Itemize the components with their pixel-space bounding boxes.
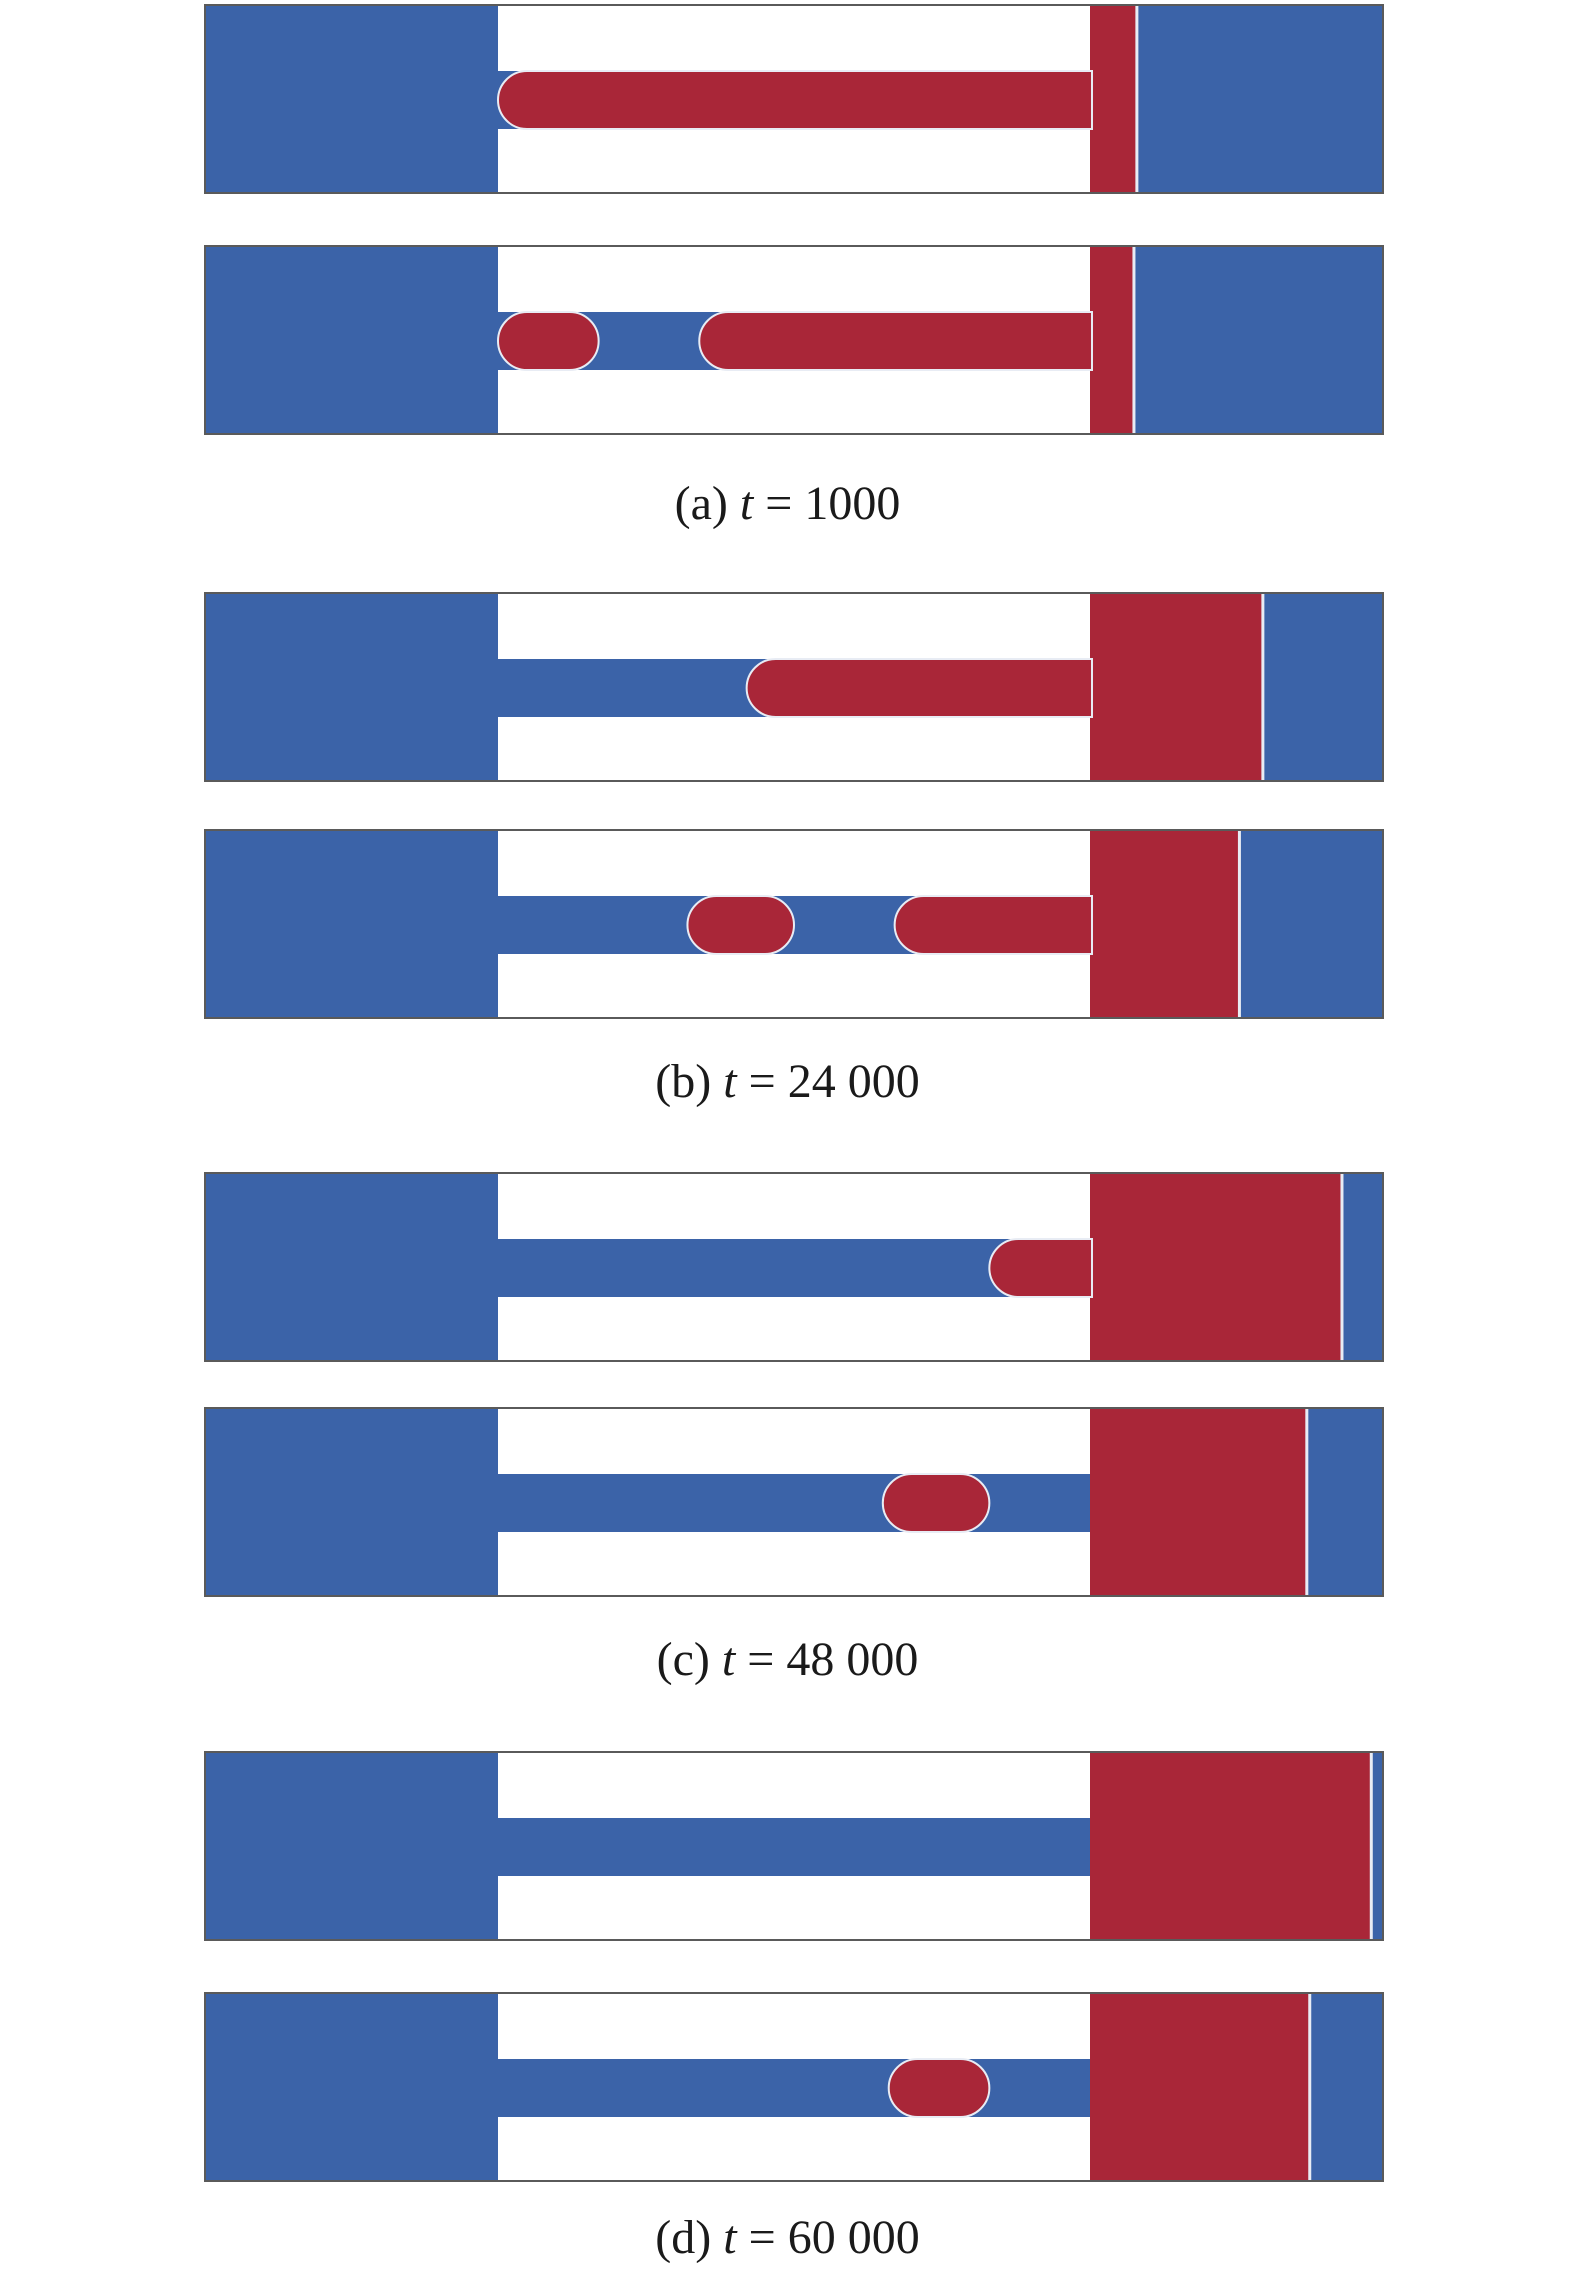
nonwetting-reservoir bbox=[1090, 1408, 1307, 1596]
caption-c: (c) t = 48 000 bbox=[0, 1636, 1575, 1684]
nonwetting-slug-2 bbox=[893, 895, 1093, 955]
caption-a-label: (a) bbox=[674, 477, 728, 530]
caption-c-label: (c) bbox=[656, 1633, 710, 1686]
nonwetting-slug-1 bbox=[988, 1238, 1093, 1298]
left-reservoir bbox=[205, 593, 498, 781]
caption-a-equals: = bbox=[765, 477, 793, 530]
left-reservoir bbox=[205, 1408, 498, 1596]
channel bbox=[498, 1818, 1090, 1876]
caption-a: (a) t = 1000 bbox=[0, 480, 1575, 528]
nonwetting-reservoir bbox=[1090, 5, 1137, 193]
left-reservoir bbox=[205, 246, 498, 434]
caption-b-equals: = bbox=[748, 1055, 776, 1108]
caption-b-label: (b) bbox=[655, 1055, 712, 1108]
left-reservoir bbox=[205, 5, 498, 193]
nonwetting-slug-1 bbox=[887, 2058, 991, 2118]
nonwetting-reservoir bbox=[1090, 593, 1263, 781]
panel-frame bbox=[204, 1407, 1384, 1597]
panel-frame bbox=[204, 1992, 1384, 2182]
panel-d-row-2 bbox=[204, 1992, 1384, 2182]
left-reservoir bbox=[205, 1173, 498, 1361]
caption-c-equals: = bbox=[747, 1633, 775, 1686]
panel-frame bbox=[204, 1751, 1384, 1941]
caption-a-variable: t bbox=[739, 477, 754, 530]
nonwetting-reservoir bbox=[1090, 1993, 1310, 2181]
panel-b-row-2 bbox=[204, 829, 1384, 1019]
panel-b-row-1 bbox=[204, 592, 1384, 782]
panel-frame bbox=[204, 592, 1384, 782]
right-chamber bbox=[1090, 246, 1383, 434]
caption-d-value: 60 000 bbox=[787, 2211, 920, 2264]
caption-d-label: (d) bbox=[655, 2211, 712, 2264]
panel-frame bbox=[204, 829, 1384, 1019]
panel-frame bbox=[204, 245, 1384, 435]
caption-b-variable: t bbox=[723, 1055, 737, 1108]
caption-d: (d) t = 60 000 bbox=[0, 2214, 1575, 2262]
panel-d-row-1 bbox=[204, 1751, 1384, 1941]
panel-frame bbox=[204, 1172, 1384, 1362]
left-reservoir bbox=[205, 1993, 498, 2181]
panel-frame bbox=[204, 4, 1384, 194]
nonwetting-reservoir bbox=[1090, 830, 1240, 1018]
panel-a-row-1 bbox=[204, 4, 1384, 194]
nonwetting-slug-2 bbox=[698, 311, 1093, 371]
left-reservoir bbox=[205, 1752, 498, 1940]
caption-a-value: 1000 bbox=[804, 477, 901, 530]
caption-d-equals: = bbox=[748, 2211, 776, 2264]
nonwetting-reservoir bbox=[1090, 1752, 1372, 1940]
nonwetting-slug-1 bbox=[497, 70, 1093, 130]
channel bbox=[498, 1474, 1090, 1532]
caption-c-variable: t bbox=[721, 1633, 736, 1686]
nonwetting-reservoir bbox=[1090, 1173, 1342, 1361]
panel-c-row-2 bbox=[204, 1407, 1384, 1597]
nonwetting-slug-1 bbox=[745, 658, 1093, 718]
caption-c-value: 48 000 bbox=[786, 1633, 919, 1686]
caption-b: (b) t = 24 000 bbox=[0, 1058, 1575, 1106]
panel-a-row-2 bbox=[204, 245, 1384, 435]
nonwetting-reservoir bbox=[1090, 246, 1134, 434]
right-chamber bbox=[1090, 5, 1383, 193]
caption-b-value: 24 000 bbox=[787, 1055, 920, 1108]
channel bbox=[498, 2059, 1090, 2117]
caption-d-variable: t bbox=[723, 2211, 737, 2264]
panel-c-row-1 bbox=[204, 1172, 1384, 1362]
nonwetting-slug-1 bbox=[497, 311, 600, 371]
left-reservoir bbox=[205, 830, 498, 1018]
nonwetting-slug-1 bbox=[686, 895, 795, 955]
nonwetting-slug-1 bbox=[881, 1473, 991, 1533]
